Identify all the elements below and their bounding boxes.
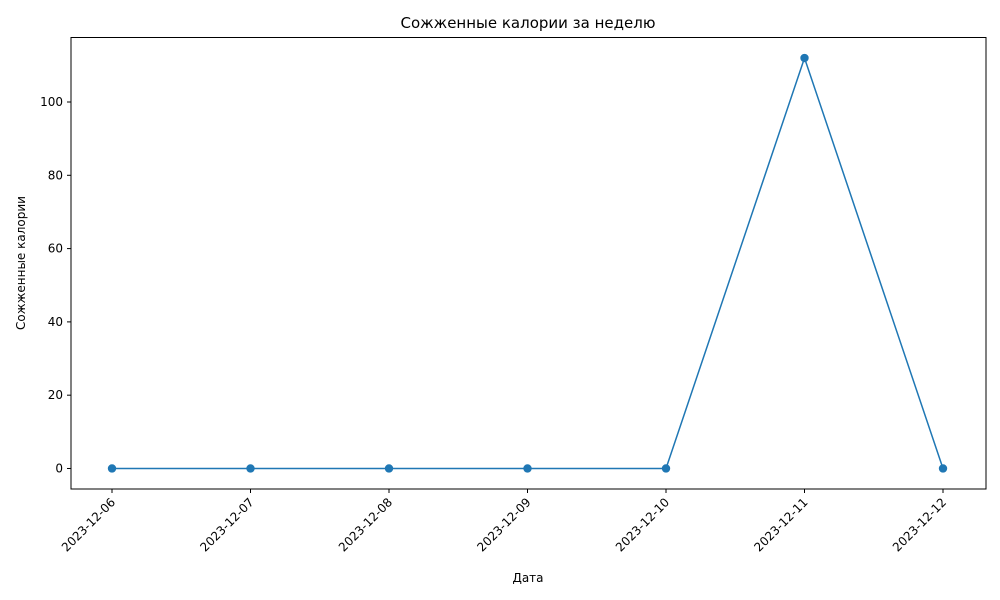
y-tick-label: 80 xyxy=(48,168,63,182)
axes-frame xyxy=(70,37,987,490)
data-point xyxy=(661,464,671,473)
y-tick-label: 0 xyxy=(55,461,63,475)
data-point xyxy=(246,464,255,473)
data-point xyxy=(800,53,809,63)
x-axis-label: Дата xyxy=(512,571,543,585)
series-layer xyxy=(107,53,948,473)
data-point xyxy=(384,464,394,473)
data-point xyxy=(523,464,532,473)
y-tick-label: 20 xyxy=(48,388,63,402)
y-tick-label: 100 xyxy=(40,95,63,109)
y-axis-ticks: 0 20 40 60 80 100 xyxy=(40,95,71,475)
y-tick-label: 40 xyxy=(48,315,63,329)
y-axis-label: Сожженные калории xyxy=(14,196,28,330)
data-point xyxy=(107,464,117,473)
y-tick-label: 60 xyxy=(48,242,63,256)
chart-title: Сожженные калории за неделю xyxy=(401,14,656,32)
data-point xyxy=(938,464,948,473)
